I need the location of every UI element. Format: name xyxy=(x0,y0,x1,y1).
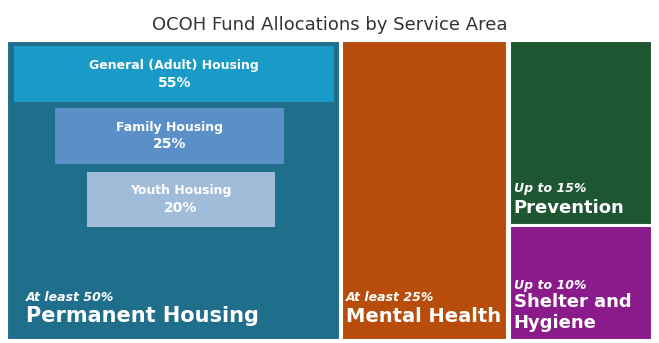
Text: 20%: 20% xyxy=(164,201,198,214)
Bar xyxy=(7,41,340,340)
Text: General (Adult) Housing: General (Adult) Housing xyxy=(90,59,259,72)
Text: Up to 15%: Up to 15% xyxy=(513,182,586,195)
Text: Youth Housing: Youth Housing xyxy=(130,184,232,197)
Bar xyxy=(14,46,334,102)
Text: Prevention: Prevention xyxy=(513,199,624,217)
Text: 55%: 55% xyxy=(158,76,191,90)
Text: At least 25%: At least 25% xyxy=(345,291,434,304)
Text: Up to 10%: Up to 10% xyxy=(513,279,586,292)
Title: OCOH Fund Allocations by Service Area: OCOH Fund Allocations by Service Area xyxy=(152,16,507,34)
Text: At least 50%: At least 50% xyxy=(26,291,115,304)
Bar xyxy=(343,41,507,340)
Bar xyxy=(55,108,284,164)
Text: 25%: 25% xyxy=(153,138,186,151)
Text: Mental Health: Mental Health xyxy=(345,307,501,326)
Bar xyxy=(509,41,652,225)
Text: Family Housing: Family Housing xyxy=(116,121,223,134)
Bar xyxy=(87,172,275,227)
Text: Shelter and
Hygiene: Shelter and Hygiene xyxy=(513,293,631,332)
Bar xyxy=(509,226,652,340)
Text: Permanent Housing: Permanent Housing xyxy=(26,306,259,326)
